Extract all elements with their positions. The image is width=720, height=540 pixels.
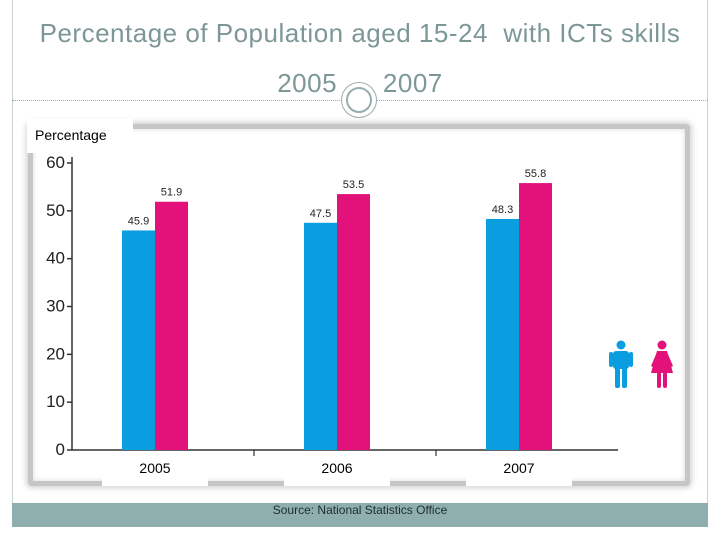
- slide-title: Percentage of Population aged 15-24 with…: [39, 18, 681, 48]
- data-label: 45.9: [128, 215, 149, 227]
- bar-male-2006: [304, 222, 337, 450]
- data-label: 48.3: [492, 204, 513, 216]
- x-label-box: [284, 456, 390, 486]
- source-footer: Source: National Statistics Office: [12, 503, 708, 527]
- y-axis-label: Percentage: [27, 119, 133, 153]
- x-label-box: [466, 456, 572, 486]
- bar-female-2006: [337, 194, 370, 450]
- x-label-box: [102, 456, 208, 486]
- y-tick-label: 0: [56, 440, 65, 459]
- data-label: 51.9: [161, 187, 182, 199]
- female-figure-icon: [651, 340, 673, 388]
- y-tick-label: 50: [46, 201, 65, 220]
- slide-subtitle-years: 2005 – 2007: [277, 68, 443, 98]
- slide-frame: [12, 0, 708, 527]
- y-tick-label: 40: [46, 249, 65, 268]
- data-label: 53.5: [343, 179, 364, 191]
- source-note: Source: National Statistics Office: [272, 503, 448, 517]
- x-tick-label: 2006: [321, 460, 352, 476]
- male-figure-icon: [609, 340, 633, 388]
- x-tick-label: 2007: [503, 460, 534, 476]
- x-tick-label: 2005: [139, 460, 170, 476]
- y-tick-label: 60: [46, 153, 65, 172]
- data-label: 47.5: [310, 208, 331, 220]
- y-tick-label: 10: [46, 392, 65, 411]
- bar-female-2007: [519, 183, 552, 450]
- y-tick-label: 30: [46, 297, 65, 316]
- ring-ornament-icon: [341, 82, 377, 118]
- bar-male-2007: [486, 218, 519, 450]
- bar-female-2005: [155, 201, 188, 450]
- y-tick-label: 20: [46, 344, 65, 363]
- data-label: 55.8: [525, 168, 546, 180]
- bar-male-2005: [122, 230, 155, 450]
